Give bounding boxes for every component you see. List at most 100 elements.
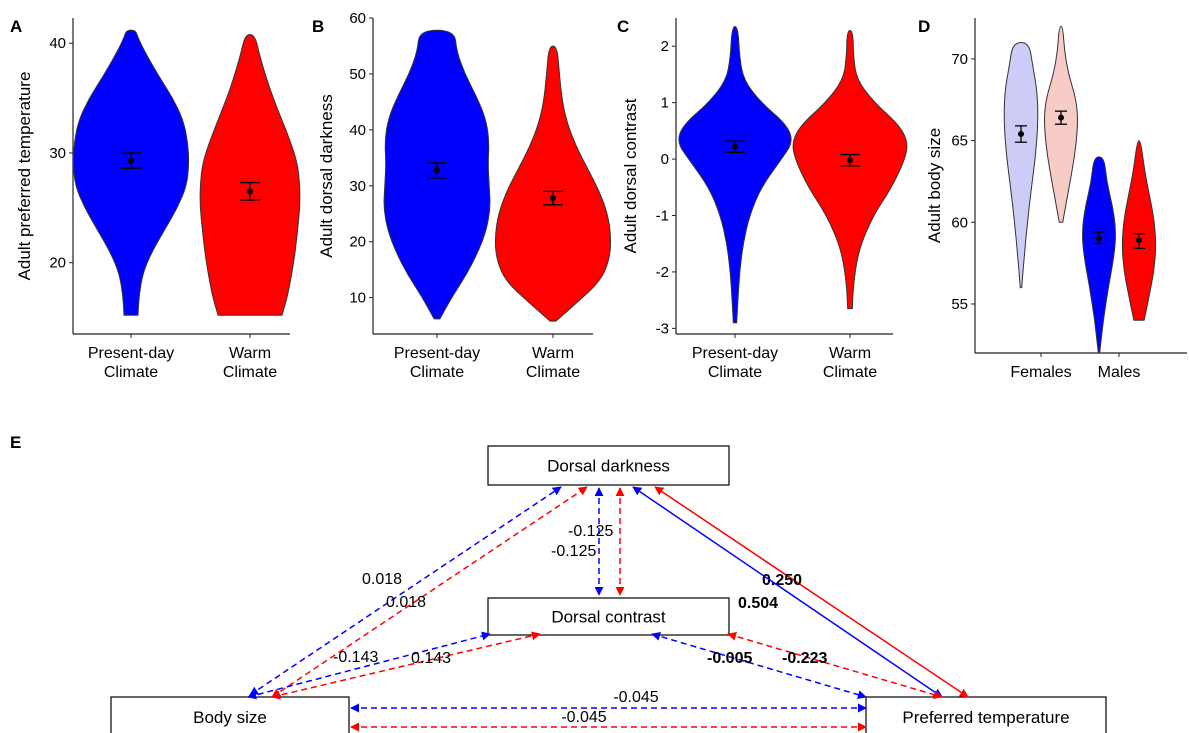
y-tick-label: 30 — [349, 178, 366, 195]
x-tick-label: Present-day — [88, 345, 174, 362]
edge-label: -0.005 — [707, 650, 752, 667]
node-dorsal-darkness: Dorsal darkness — [487, 445, 730, 486]
violin-shape — [792, 29, 908, 310]
x-tick-label: Present-day — [394, 345, 480, 362]
edge-arrow — [249, 486, 562, 696]
panel-letter: A — [10, 17, 22, 36]
y-axis-title: Adult preferred temperature — [15, 72, 34, 281]
violin-shape — [72, 29, 190, 316]
y-tick-label: 0 — [661, 151, 669, 168]
mean-point — [550, 195, 556, 202]
edge: -0.045 — [350, 709, 867, 732]
panel-letter: D — [918, 17, 930, 36]
y-tick-label: 20 — [49, 255, 66, 272]
y-tick-label: 2 — [661, 38, 669, 55]
node-label: Preferred temperature — [902, 708, 1069, 727]
x-tick-label: Climate — [708, 364, 762, 381]
edge-label: 0.504 — [738, 595, 778, 612]
panel-D: D 55 60 65 70 Adult body size Females Males — [918, 17, 1187, 381]
y-tick-label: 50 — [349, 66, 366, 83]
panel-C: C -3 -2 -1 0 1 2 Adult dorsal contrast Present-d… — [617, 17, 908, 381]
x-tick-label: Climate — [823, 364, 877, 381]
edge-label: 0.143 — [411, 650, 451, 667]
mean-point — [1136, 237, 1142, 244]
node-box — [865, 696, 1107, 733]
mean-point — [434, 167, 440, 174]
violin-shape — [199, 33, 301, 316]
x-tick-label: Warm — [229, 345, 271, 362]
edge-label: 0.018 — [386, 594, 426, 611]
edge-label: 0.018 — [362, 571, 402, 588]
mean-point — [128, 157, 134, 164]
y-axis-title: Adult body size — [925, 128, 944, 243]
node-box — [110, 696, 350, 733]
mean-point — [247, 188, 253, 195]
mean-point — [1018, 131, 1024, 138]
x-tick-label: Males — [1098, 364, 1141, 381]
node-preferred-temperature: Preferred temperature — [865, 696, 1107, 733]
violin-shape — [1003, 41, 1039, 289]
y-axis-title: Adult dorsal contrast — [621, 98, 640, 253]
path-diagram: E Dorsal darkness Dorsal contrast Body size… — [10, 433, 1107, 733]
edge-label: 0.250 — [762, 572, 802, 589]
y-axis-title: Adult dorsal darkness — [317, 94, 336, 257]
x-tick-label: Climate — [526, 364, 580, 381]
edge: 0.143 — [271, 631, 541, 700]
mean-point — [847, 157, 853, 164]
node-box — [487, 445, 730, 486]
panel-letter: C — [617, 17, 629, 36]
y-tick-label: 30 — [49, 145, 66, 162]
node-label: Body size — [193, 708, 267, 727]
edge-label: -0.125 — [568, 523, 613, 540]
y-tick-label: 40 — [49, 35, 66, 52]
violin-shape — [1082, 156, 1116, 354]
panel-B: B 10 20 30 40 50 60 Adult dorsal darkness Presen… — [312, 10, 612, 381]
y-tick-label: 20 — [349, 234, 366, 251]
edge: -0.125 — [551, 487, 604, 596]
violin-shape — [494, 45, 612, 322]
edge-label: -0.223 — [782, 650, 827, 667]
y-tick-label: 60 — [951, 214, 968, 231]
y-tick-label: -1 — [656, 208, 669, 225]
edge-label: -0.143 — [333, 649, 378, 666]
y-tick-label: 70 — [951, 51, 968, 68]
edge: -0.125 — [568, 487, 625, 596]
x-tick-label: Climate — [223, 364, 277, 381]
x-tick-label: Present-day — [692, 345, 778, 362]
x-tick-label: Climate — [410, 364, 464, 381]
y-tick-label: 60 — [349, 10, 366, 27]
x-tick-label: Climate — [104, 364, 158, 381]
x-tick-label: Warm — [829, 345, 871, 362]
x-tick-label: Warm — [532, 345, 574, 362]
edge: -0.143 — [247, 631, 491, 700]
panel-A: A 20 30 40 Adult preferred temperature Presen… — [10, 17, 301, 381]
panel-letter: E — [10, 433, 21, 452]
y-tick-label: -2 — [656, 264, 669, 281]
edge-arrow — [271, 631, 541, 700]
edge: 0.018 — [249, 486, 562, 696]
y-tick-label: 10 — [349, 290, 366, 307]
mean-point — [1058, 114, 1064, 121]
edge-label: -0.125 — [551, 543, 596, 560]
node-label: Dorsal darkness — [547, 457, 670, 476]
edge-label: -0.045 — [561, 709, 606, 726]
mean-point — [732, 143, 738, 150]
violin-shape — [1121, 140, 1157, 321]
y-tick-label: -3 — [656, 320, 669, 337]
panel-letter: B — [312, 17, 324, 36]
edge: -0.045 — [350, 689, 867, 713]
edge-arrow — [727, 631, 943, 700]
mean-point — [1096, 235, 1102, 242]
node-label: Dorsal contrast — [551, 608, 666, 627]
y-tick-label: 65 — [951, 133, 968, 150]
y-tick-label: 40 — [349, 122, 366, 139]
violin-shape — [678, 25, 792, 324]
y-tick-label: 55 — [951, 296, 968, 313]
node-dorsal-contrast: Dorsal contrast — [487, 597, 730, 636]
node-body-size: Body size — [110, 696, 350, 733]
edge: -0.223 — [727, 631, 943, 700]
edge-label: -0.045 — [613, 689, 658, 706]
y-tick-label: 1 — [661, 95, 669, 112]
